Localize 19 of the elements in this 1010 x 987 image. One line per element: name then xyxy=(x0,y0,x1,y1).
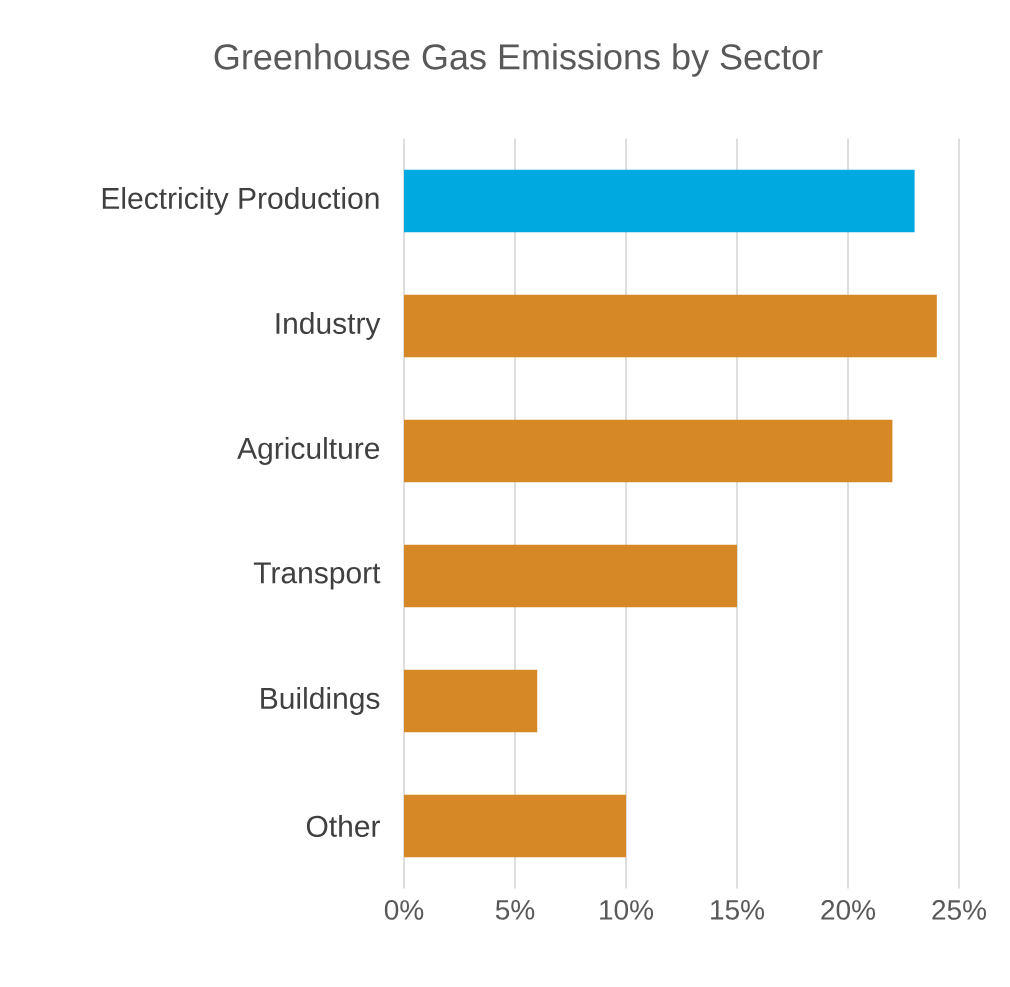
y-tick-label: Buildings xyxy=(261,687,380,715)
x-tick-label: 20% xyxy=(821,900,876,920)
bar xyxy=(404,294,937,358)
y-tick-label: Industry xyxy=(276,312,381,340)
x-tick-label: 25% xyxy=(932,900,987,920)
chart-title: Greenhouse Gas Emissions by Sector xyxy=(214,43,823,77)
x-tick-label: 5% xyxy=(495,900,535,920)
y-tick-label: Electricity Production xyxy=(102,187,379,215)
x-tick-label: 0% xyxy=(384,900,424,920)
y-tick-label: Agriculture xyxy=(237,437,380,465)
bar xyxy=(404,169,915,233)
bar xyxy=(404,544,738,608)
y-tick-label: Transport xyxy=(253,562,381,590)
bar xyxy=(404,794,627,858)
bar xyxy=(404,669,538,733)
x-tick-label: 10% xyxy=(600,900,654,920)
x-tick-label: 15% xyxy=(711,900,765,920)
y-tick-label: Other xyxy=(306,814,380,838)
bar xyxy=(404,419,893,483)
